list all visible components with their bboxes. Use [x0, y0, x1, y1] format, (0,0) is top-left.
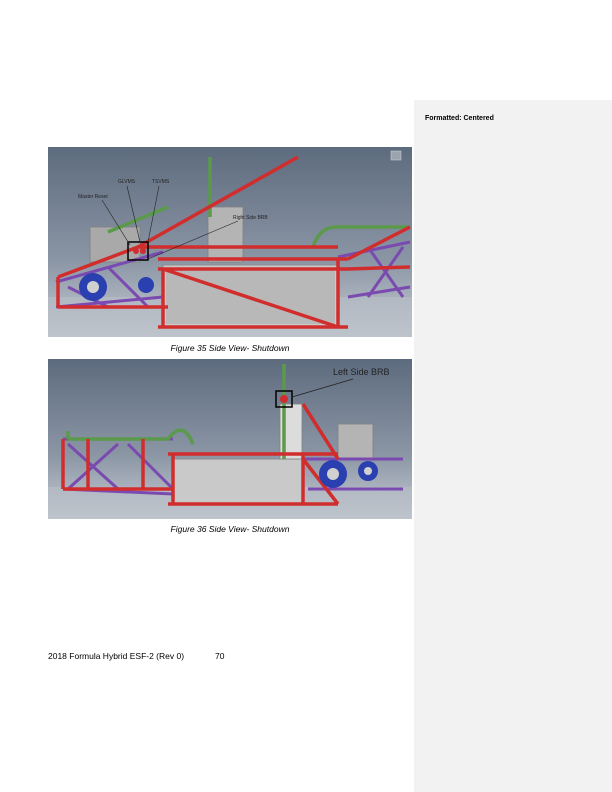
label-master-reset: Master Reset — [78, 194, 108, 200]
footer-document-title: 2018 Formula Hybrid ESF-2 (Rev 0) — [48, 651, 185, 661]
figure-35-caption: Figure 35 Side View- Shutdown — [170, 343, 290, 353]
label-left-side-brb: Left Side BRB — [333, 367, 390, 377]
figure-36-image: Left Side BRB — [48, 359, 412, 519]
label-right-side-brb: Right Side BRB — [233, 215, 268, 221]
footer-page-number: 70 — [215, 651, 225, 661]
figure-36-caption: Figure 36 Side View- Shutdown — [170, 524, 290, 534]
comment-formatted-label: Formatted: Centered — [425, 115, 494, 122]
comment-pane — [414, 100, 612, 792]
figure-35-image: GLVMS TSVMS Master Reset Right Side BRB — [48, 147, 412, 337]
label-tsvms: TSVMS — [152, 179, 170, 185]
label-glvms: GLVMS — [118, 179, 136, 185]
